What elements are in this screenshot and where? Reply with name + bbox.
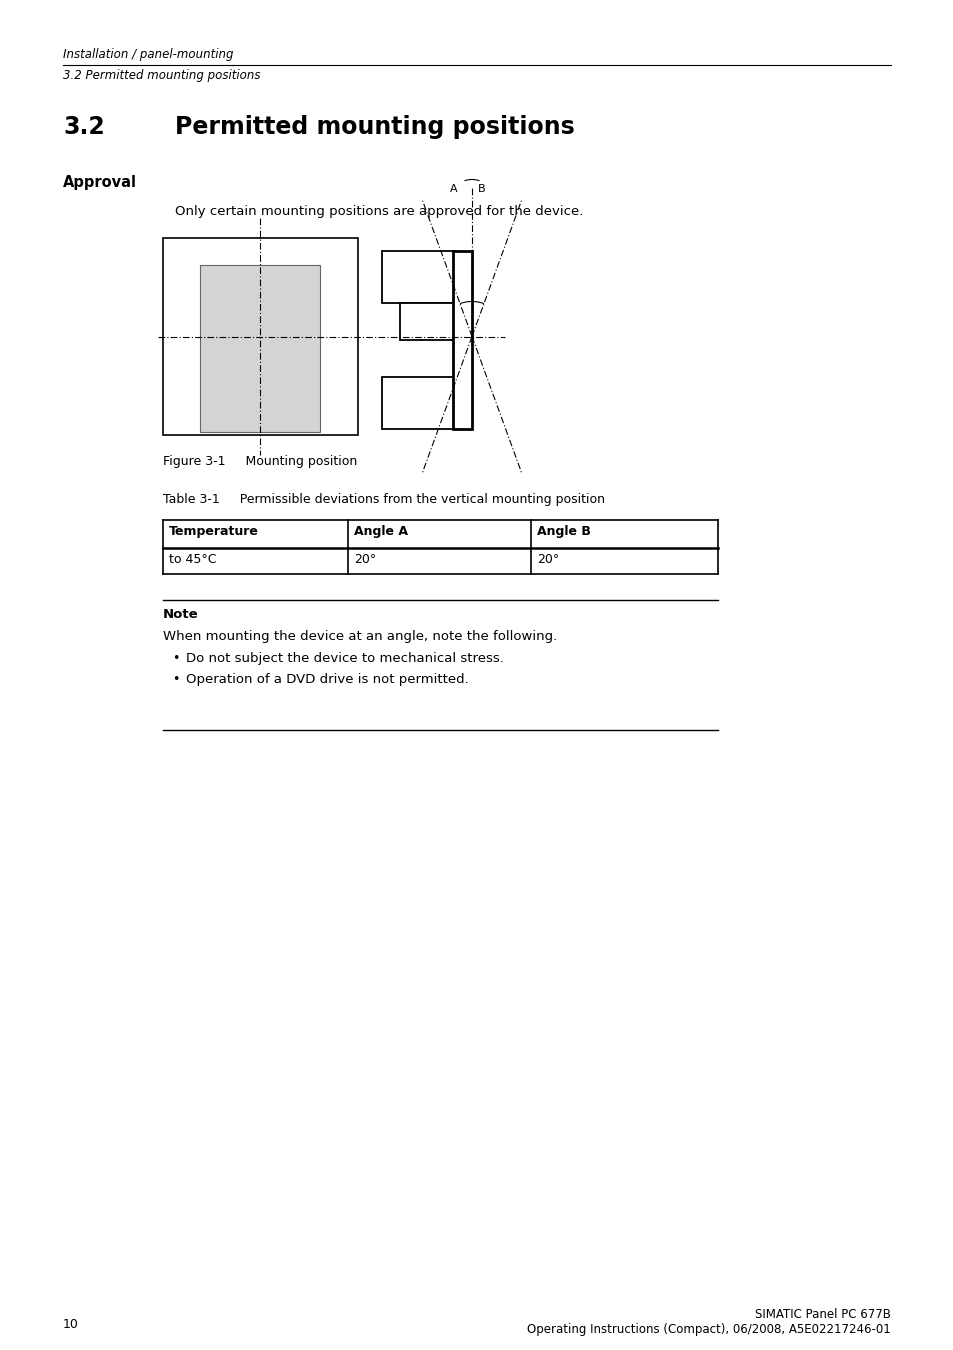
Text: Angle B: Angle B bbox=[537, 525, 590, 539]
Text: A: A bbox=[450, 184, 457, 193]
Bar bbox=[200, 265, 319, 432]
Text: •: • bbox=[172, 652, 179, 666]
Text: Do not subject the device to mechanical stress.: Do not subject the device to mechanical … bbox=[186, 652, 503, 666]
Text: 10: 10 bbox=[63, 1318, 79, 1331]
Text: Only certain mounting positions are approved for the device.: Only certain mounting positions are appr… bbox=[174, 205, 583, 217]
Text: 3.2 Permitted mounting positions: 3.2 Permitted mounting positions bbox=[63, 69, 260, 82]
Bar bbox=[453, 251, 472, 429]
Bar bbox=[163, 238, 357, 435]
Text: When mounting the device at an angle, note the following.: When mounting the device at an angle, no… bbox=[163, 630, 557, 643]
Text: SIMATIC Panel PC 677B: SIMATIC Panel PC 677B bbox=[755, 1308, 890, 1322]
Text: Operation of a DVD drive is not permitted.: Operation of a DVD drive is not permitte… bbox=[186, 674, 468, 686]
Text: Angle A: Angle A bbox=[354, 525, 408, 539]
Text: Note: Note bbox=[163, 608, 198, 621]
Text: to 45°C: to 45°C bbox=[169, 554, 216, 566]
Text: Table 3-1     Permissible deviations from the vertical mounting position: Table 3-1 Permissible deviations from th… bbox=[163, 493, 604, 506]
Text: Approval: Approval bbox=[63, 176, 137, 190]
Text: B: B bbox=[477, 184, 485, 193]
Text: Temperature: Temperature bbox=[169, 525, 258, 539]
Text: Figure 3-1     Mounting position: Figure 3-1 Mounting position bbox=[163, 455, 356, 468]
Text: Installation / panel-mounting: Installation / panel-mounting bbox=[63, 49, 233, 61]
Text: 20°: 20° bbox=[354, 554, 375, 566]
Bar bbox=[381, 377, 455, 429]
Text: •: • bbox=[172, 674, 179, 686]
Bar bbox=[381, 251, 455, 302]
Text: Operating Instructions (Compact), 06/2008, A5E02217246-01: Operating Instructions (Compact), 06/200… bbox=[527, 1323, 890, 1336]
Bar bbox=[399, 302, 455, 340]
Text: 3.2: 3.2 bbox=[63, 115, 105, 139]
Text: 20°: 20° bbox=[537, 554, 558, 566]
Text: Permitted mounting positions: Permitted mounting positions bbox=[174, 115, 574, 139]
